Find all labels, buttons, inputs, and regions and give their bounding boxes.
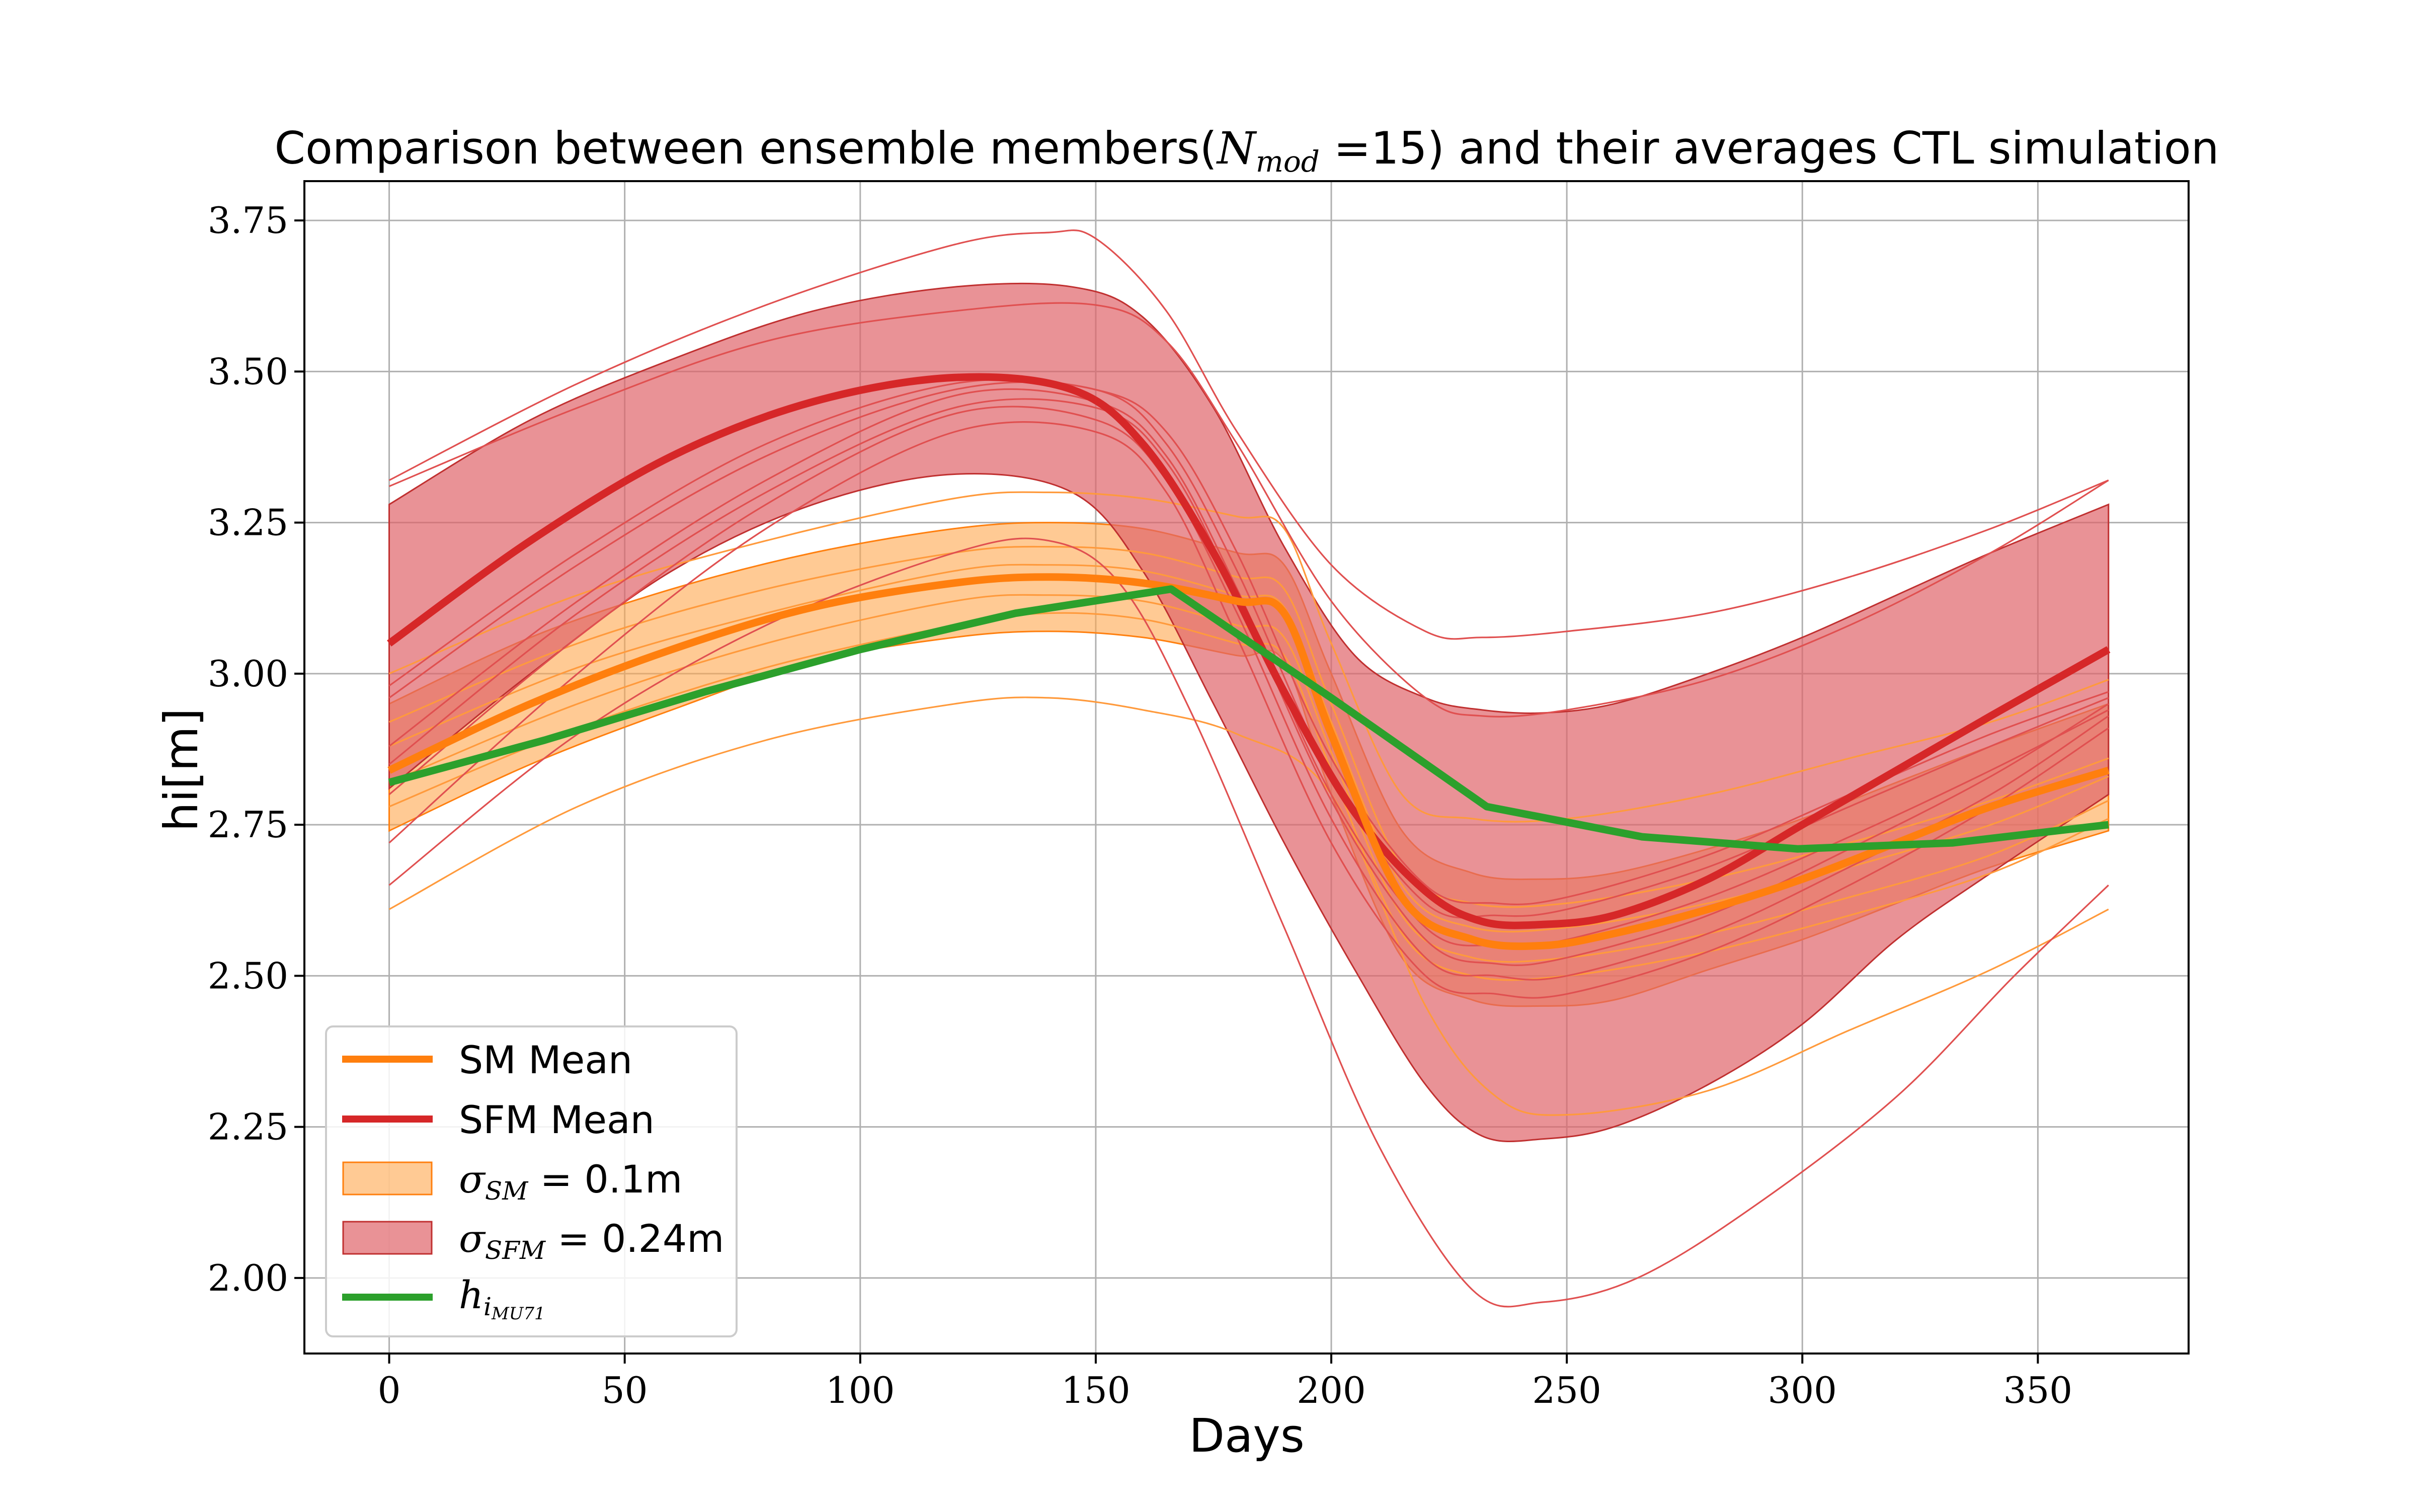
x-tick-label: 150 — [1061, 1369, 1130, 1411]
x-tick-label: 200 — [1297, 1369, 1365, 1411]
sm-mean-line — [387, 573, 2110, 950]
legend: SM Mean SFM Mean σSM = 0.1m σSFM = 0.24m… — [325, 1025, 738, 1337]
legend-label-sfm-mean: SFM Mean — [459, 1097, 655, 1142]
legend-box — [325, 1025, 738, 1337]
obs-line — [388, 585, 2109, 853]
title-n-value: =15) — [1320, 122, 1444, 174]
title-n-symbol: N — [1216, 122, 1257, 174]
legend-label-obs: hiMU71 — [459, 1272, 545, 1324]
plot-frame — [303, 180, 2190, 1355]
y-tick-label: 3.00 — [208, 653, 288, 695]
sm-member-line — [388, 491, 2109, 823]
sm-member-line — [388, 545, 2109, 908]
title-n-subscript: mod — [1256, 144, 1320, 179]
sfm-mean-line — [387, 373, 2111, 929]
legend-label-sm-band: σSM = 0.1m — [459, 1157, 682, 1206]
legend-label-sm-mean: SM Mean — [459, 1038, 632, 1082]
sfm-member-line — [388, 398, 2109, 967]
chart-title: Comparison between ensemble members(Nmod… — [275, 122, 2219, 179]
y-tick-label: 3.50 — [208, 350, 288, 392]
y-axis-label: hi[m] — [154, 708, 208, 831]
sm-member-line — [388, 612, 2109, 981]
y-tick-label: 2.75 — [208, 804, 288, 846]
legend-label-sfm-band: σSFM = 0.24m — [459, 1216, 724, 1265]
mean-lines — [387, 373, 2111, 950]
y-tick-label: 2.50 — [208, 954, 288, 997]
y-tick-label: 2.00 — [208, 1257, 288, 1299]
sfm-member-line — [388, 421, 2109, 999]
ensemble-members — [388, 229, 2109, 1308]
y-tick-label: 2.25 — [208, 1106, 288, 1148]
x-tick-label: 300 — [1768, 1369, 1837, 1411]
x-axis-label: Days — [1189, 1409, 1305, 1463]
x-tick-label: 250 — [1532, 1369, 1601, 1411]
title-prefix: Comparison between ensemble members( — [275, 122, 1217, 174]
legend-swatch-sfm-band — [342, 1221, 433, 1255]
sfm-std-band — [388, 282, 2110, 1142]
x-tick-label: 0 — [378, 1369, 401, 1411]
x-tick-label: 50 — [602, 1369, 648, 1411]
y-tick-label: 3.75 — [208, 199, 288, 242]
x-tick-label: 350 — [2003, 1369, 2072, 1411]
axis-ticks: 0 50 100 150 200 250 300 350 2.00 2.25 2.50 2.75 3.0… — [208, 199, 2072, 1411]
sfm-member-line — [388, 378, 2109, 906]
title-suffix: and their averages CTL simulation — [1444, 122, 2219, 174]
x-tick-label: 100 — [826, 1369, 895, 1411]
legend-swatch-sm-band — [342, 1161, 433, 1196]
sfm-member-line — [388, 406, 2109, 981]
y-tick-label: 3.25 — [208, 502, 288, 544]
sfm-member-line — [388, 302, 2109, 718]
sfm-member-line — [388, 229, 2109, 640]
